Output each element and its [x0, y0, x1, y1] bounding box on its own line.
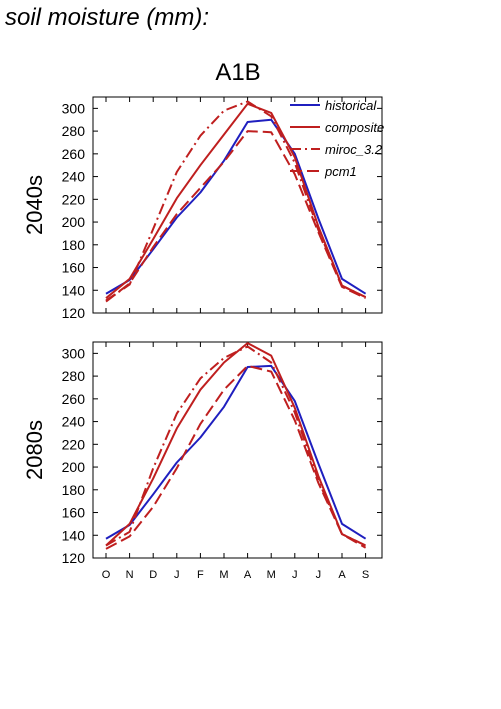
y-tick-label: 180 [62, 237, 86, 253]
legend-label: pcm1 [324, 164, 357, 179]
y-tick-label: 300 [62, 100, 86, 116]
x-tick-label: D [149, 569, 157, 581]
x-tick-label: A [244, 569, 252, 581]
series-line-historical [105, 364, 367, 540]
y-tick-label: 220 [62, 436, 86, 452]
page-title: soil moisture (mm): [5, 4, 210, 31]
x-tick-label: F [197, 569, 204, 581]
plot-frame [92, 341, 383, 559]
scenario-title: A1B [215, 59, 260, 86]
x-tick-label: M [219, 569, 228, 581]
y-tick-label: 200 [62, 459, 86, 475]
y-tick-label: 160 [62, 260, 86, 276]
x-tick-label: J [292, 569, 298, 581]
legend-label: composite [325, 120, 384, 135]
legend-label: miroc_3.2 [325, 142, 383, 157]
panel-2040s: 2040s 120 140 160 180 200 220 240 260 280 300 histo… [22, 96, 384, 321]
y-tick-label: 280 [62, 368, 86, 384]
x-tick-label: O [102, 569, 111, 581]
y-tick-label: 120 [62, 550, 86, 566]
x-tick-label: J [316, 569, 322, 581]
x-tick-label: J [174, 569, 180, 581]
series-line-miroc-3-2 [105, 345, 367, 547]
y-tick-label: 260 [62, 391, 86, 407]
series-line-historical [105, 118, 367, 295]
panel-2080s: 2080s 120 140 160 180 200 220 240 260 280 300 O N D J F… [22, 341, 383, 581]
y-tick-label: 240 [62, 169, 86, 185]
y-tick-label: 240 [62, 414, 86, 430]
y-tick-label: 280 [62, 123, 86, 139]
y-tick-label: 160 [62, 505, 86, 521]
series-line-composite [105, 342, 367, 547]
y-tick-label: 260 [62, 146, 86, 162]
y-tick-label: 140 [62, 527, 86, 543]
x-tick-label: A [338, 569, 346, 581]
series-line-pcm1 [105, 364, 367, 550]
panel-label: 2080s [22, 420, 47, 480]
y-tick-label: 220 [62, 191, 86, 207]
x-tick-label: M [267, 569, 276, 581]
y-tick-label: 180 [62, 482, 86, 498]
plot-frame [92, 96, 383, 314]
x-tick-label: N [126, 569, 134, 581]
y-tick-label: 120 [62, 305, 86, 321]
series-line-composite [105, 102, 367, 299]
y-tick-label: 200 [62, 214, 86, 230]
y-tick-label: 140 [62, 282, 86, 298]
x-tick-label: S [362, 569, 369, 581]
panel-label: 2040s [22, 175, 47, 235]
y-tick-label: 300 [62, 345, 86, 361]
legend-label: historical [325, 98, 377, 113]
series-line-pcm1 [105, 130, 367, 303]
